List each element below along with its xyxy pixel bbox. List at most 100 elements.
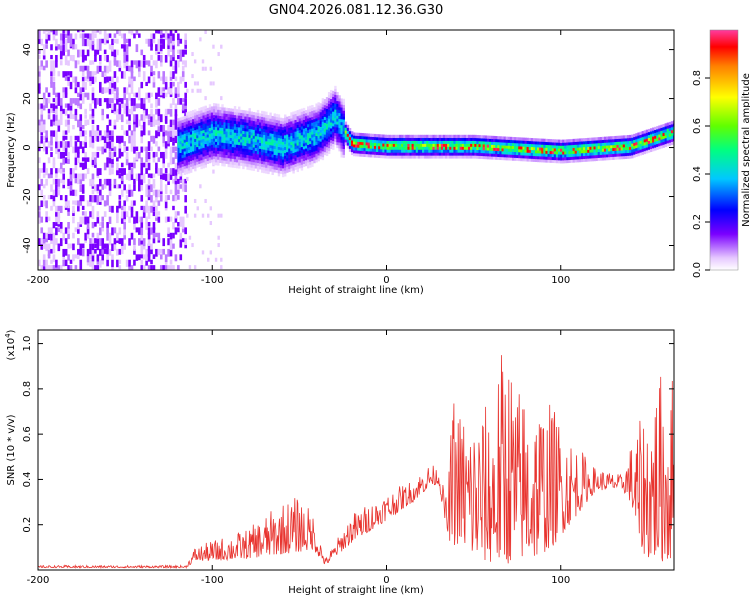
heatmap-cell	[140, 98, 144, 104]
heatmap-cell	[189, 166, 193, 170]
snr-ytick-label: 0.6	[22, 426, 33, 442]
heatmap-cell	[47, 243, 51, 251]
heatmap-cell	[520, 158, 523, 162]
heatmap-cell	[198, 128, 201, 132]
heatmap-cell	[557, 160, 561, 164]
heatmap-cell	[177, 156, 180, 160]
heatmap-cell	[206, 119, 210, 123]
heatmap-cell	[614, 141, 617, 146]
heatmap-cell	[380, 134, 383, 138]
heatmap-cell	[292, 155, 295, 159]
heatmap-cell	[342, 145, 345, 149]
heatmap-cell	[74, 178, 78, 184]
heatmap-cell	[64, 92, 68, 98]
heatmap-cell	[340, 98, 343, 102]
heatmap-cell	[179, 138, 182, 142]
heatmap-cell	[411, 134, 414, 139]
heatmap-cell	[279, 147, 283, 151]
heatmap-cell	[219, 148, 222, 152]
heatmap-cell	[179, 54, 183, 62]
heatmap-cell	[371, 148, 375, 152]
colorbar-tick-label: 0.2	[692, 214, 703, 230]
heatmap-cell	[89, 71, 92, 77]
heatmap-cell	[327, 147, 331, 152]
heatmap-cell	[242, 165, 245, 170]
heatmap-cell	[528, 158, 532, 162]
heatmap-cell	[367, 145, 371, 149]
heatmap-cell	[319, 144, 322, 148]
heatmap-cell	[327, 139, 331, 143]
heatmap-cell	[296, 168, 299, 173]
heatmap-cell	[424, 137, 427, 141]
heatmap-cell	[192, 121, 195, 126]
heatmap-cell	[511, 157, 515, 161]
heatmap-cell	[518, 157, 521, 162]
heatmap-cell	[572, 144, 575, 148]
heatmap-cell	[69, 243, 73, 249]
heatmap-cell	[125, 195, 129, 202]
heatmap-cell	[668, 133, 672, 137]
heatmap-cell	[152, 254, 156, 259]
heatmap-cell	[225, 134, 228, 138]
heatmap-cell	[610, 139, 613, 143]
heatmap-cell	[187, 149, 191, 153]
heatmap-cell	[620, 150, 624, 154]
heatmap-cell	[269, 168, 272, 172]
heatmap-cell	[317, 134, 320, 138]
heatmap-cell	[244, 151, 247, 155]
heatmap-cell	[363, 153, 366, 157]
heatmap-cell	[47, 254, 51, 259]
heatmap-cell	[302, 163, 306, 167]
heatmap-cell	[81, 211, 85, 216]
heatmap-cell	[194, 162, 197, 166]
heatmap-cell	[185, 150, 189, 154]
heatmap-cell	[220, 265, 223, 270]
heatmap-cell	[633, 151, 636, 155]
heatmap-cell	[488, 150, 492, 154]
heatmap-cell	[233, 153, 237, 157]
heatmap-cell	[142, 238, 146, 247]
heatmap-cell	[549, 144, 552, 149]
heatmap-cell	[220, 44, 223, 49]
heatmap-cell	[267, 135, 270, 139]
heatmap-cell	[57, 119, 61, 126]
heatmap-cell	[185, 135, 189, 139]
heatmap-cell	[532, 152, 536, 157]
heatmap-cell	[227, 146, 230, 150]
heatmap-cell	[140, 60, 144, 67]
heatmap-cell	[189, 119, 193, 123]
heatmap-cell	[612, 153, 615, 157]
svg-text:(x104): (x104)	[4, 329, 17, 360]
heatmap-cell	[413, 143, 417, 147]
heatmap-cell	[77, 222, 80, 230]
heatmap-cell	[501, 148, 504, 152]
heatmap-cell	[317, 140, 320, 144]
heatmap-cell	[363, 142, 366, 146]
snr-scale-suffix: )	[6, 329, 17, 333]
heatmap-cell	[252, 167, 256, 172]
heatmap-cell	[325, 129, 329, 133]
heatmap-cell	[330, 122, 333, 126]
heatmap-cell	[603, 145, 607, 149]
heatmap-cell	[252, 126, 256, 130]
heatmap-cell	[532, 146, 536, 151]
heatmap-cell	[91, 114, 95, 119]
heatmap-cell	[185, 165, 189, 169]
heatmap-cell	[193, 59, 197, 64]
heatmap-cell	[445, 146, 448, 150]
heatmap-cell	[359, 141, 362, 145]
heatmap-cell	[221, 121, 224, 126]
heatmap-cell	[327, 136, 331, 140]
heatmap-cell	[396, 149, 400, 153]
heatmap-cell	[357, 150, 360, 154]
heatmap-cell	[86, 33, 90, 39]
heatmap-cell	[265, 161, 268, 165]
heatmap-cell	[325, 135, 329, 139]
heatmap-cell	[340, 119, 343, 123]
heatmap-cell	[72, 98, 75, 104]
heatmap-cell	[520, 155, 523, 159]
heatmap-cell	[419, 155, 423, 159]
heatmap-cell	[269, 115, 272, 119]
heatmap-cell	[319, 114, 322, 119]
heatmap-cell	[106, 38, 109, 44]
